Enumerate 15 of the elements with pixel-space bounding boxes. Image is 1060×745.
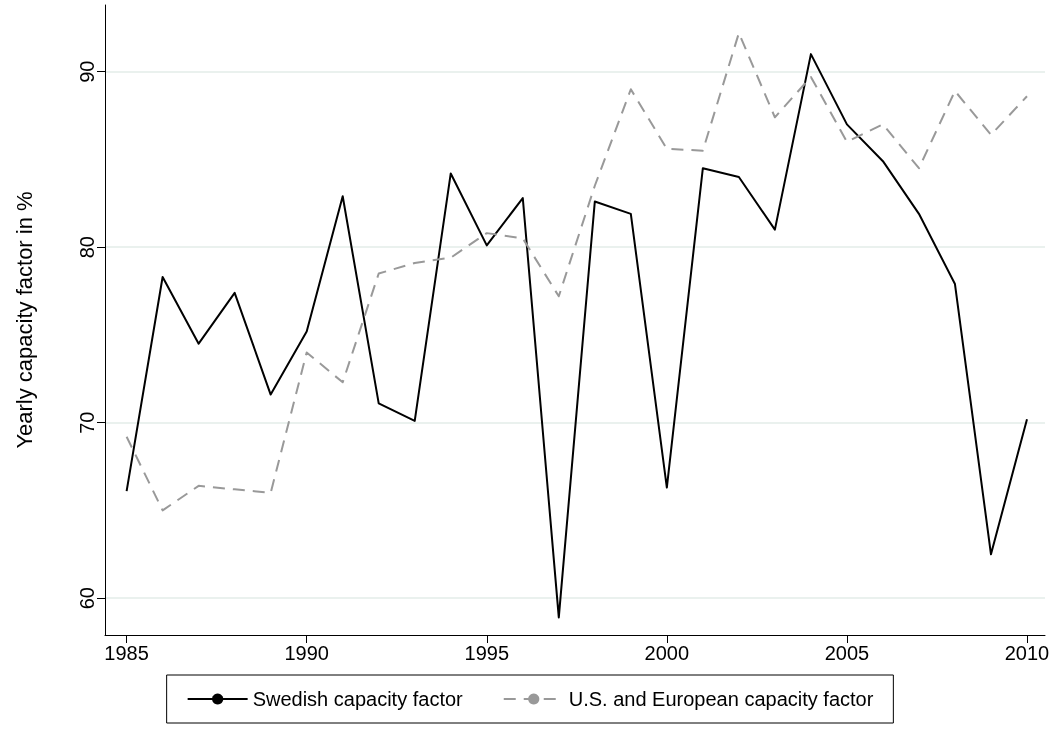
legend-label: Swedish capacity factor <box>252 688 464 710</box>
x-tick-label: 1985 <box>104 642 149 664</box>
line-series <box>125 53 1028 619</box>
x-tick-label: 1990 <box>284 642 329 664</box>
y-tick-label: 70 <box>76 411 98 434</box>
y-tick-label: 60 <box>76 587 98 610</box>
line-series <box>125 32 1028 512</box>
y-tick-label: 80 <box>76 236 98 259</box>
legend-label: U.S. and European capacity factor <box>568 688 874 710</box>
x-tick-label: 2000 <box>644 642 690 664</box>
x-tick-label: 2005 <box>824 642 870 664</box>
x-tick-label: 2010 <box>1004 642 1050 664</box>
y-axis-title: Yearly capacity factor in % <box>11 191 37 449</box>
y-tick-label: 90 <box>76 60 98 83</box>
x-tick-label: 1995 <box>464 642 510 664</box>
